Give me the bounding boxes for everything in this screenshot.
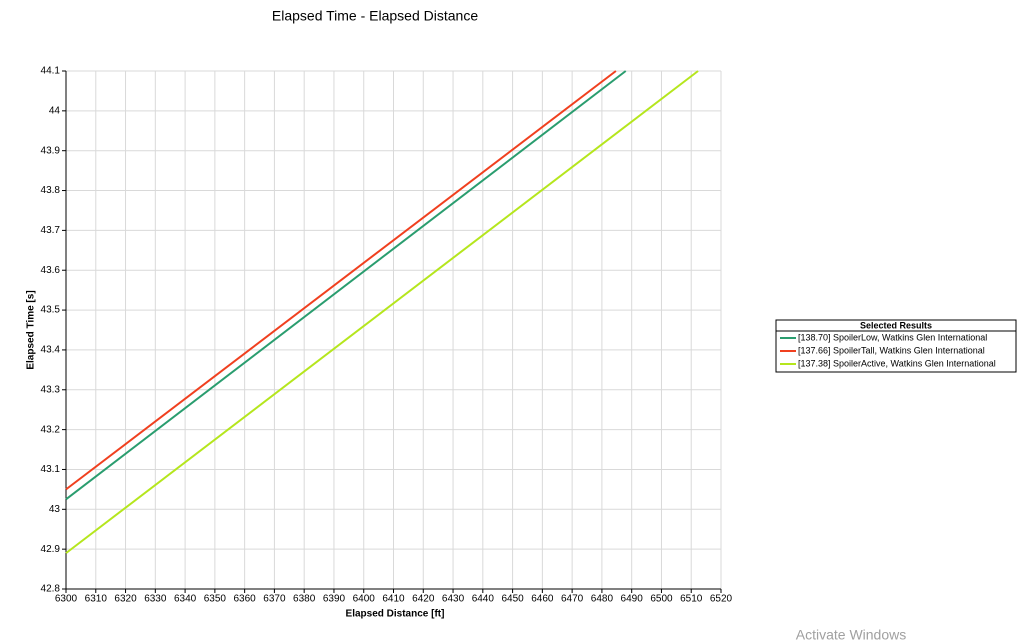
series-line — [65, 70, 627, 501]
x-tick-label: 6470 — [561, 594, 584, 605]
x-tick-label: 6320 — [114, 594, 137, 605]
y-tick-label: 43.9 — [41, 145, 61, 156]
x-tick-label: 6330 — [144, 594, 167, 605]
y-tick-label: 43.4 — [41, 345, 61, 356]
x-tick-label: 6480 — [591, 594, 614, 605]
x-tick-label: 6420 — [412, 594, 435, 605]
legend-label: [138.70] SpoilerLow, Watkins Glen Intern… — [798, 332, 987, 342]
x-tick-label: 6490 — [621, 594, 644, 605]
x-tick-label: 6380 — [293, 594, 316, 605]
x-tick-label: 6370 — [263, 594, 286, 605]
x-tick-label: 6400 — [353, 594, 376, 605]
x-tick-label: 6510 — [680, 594, 703, 605]
legend-label: [137.66] SpoilerTall, Watkins Glen Inter… — [798, 345, 985, 355]
x-tick-label: 6390 — [323, 594, 346, 605]
series-line — [65, 70, 699, 554]
y-tick-label: 43.3 — [41, 384, 61, 395]
y-tick-label: 43.8 — [41, 185, 61, 196]
y-tick-label: 43 — [49, 504, 61, 515]
y-axis-label: Elapsed Time [s] — [26, 290, 37, 369]
x-tick-label: 6350 — [204, 594, 227, 605]
x-tick-label: 6440 — [472, 594, 495, 605]
x-axis-label: Elapsed Distance [ft] — [346, 609, 445, 620]
y-tick-label: 43.7 — [41, 225, 61, 236]
y-tick-label: 44.1 — [41, 66, 61, 77]
legend-box — [775, 319, 1017, 373]
legend-title: Selected Results — [860, 320, 932, 330]
x-tick-label: 6300 — [55, 594, 78, 605]
x-tick-label: 6450 — [501, 594, 524, 605]
series-line — [65, 70, 617, 491]
x-tick-label: 6460 — [531, 594, 554, 605]
x-tick-label: 6430 — [442, 594, 465, 605]
y-tick-label: 42.9 — [41, 544, 61, 555]
y-tick-label: 43.6 — [41, 265, 61, 276]
watermark: Activate Windows — [796, 627, 906, 643]
x-tick-label: 6410 — [382, 594, 405, 605]
y-tick-label: 44 — [49, 105, 61, 116]
y-tick-label: 42.8 — [41, 584, 61, 595]
y-tick-label: 43.5 — [41, 305, 61, 316]
y-tick-label: 43.2 — [41, 424, 61, 435]
x-tick-label: 6340 — [174, 594, 197, 605]
chart-title: Elapsed Time - Elapsed Distance — [272, 8, 478, 24]
x-tick-label: 6520 — [710, 594, 733, 605]
x-tick-label: 6500 — [650, 594, 673, 605]
y-tick-label: 43.1 — [41, 464, 61, 475]
x-tick-label: 6360 — [234, 594, 257, 605]
legend-label: [137.38] SpoilerActive, Watkins Glen Int… — [798, 358, 996, 368]
x-tick-label: 6310 — [85, 594, 108, 605]
